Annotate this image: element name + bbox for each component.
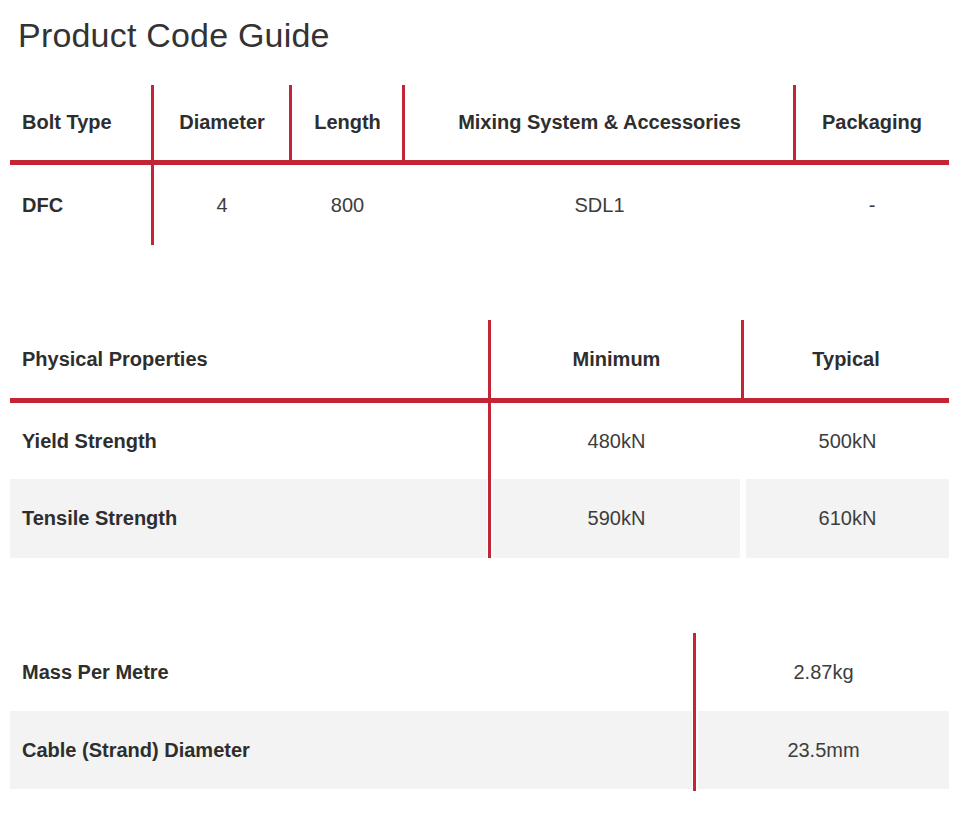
column-header-length: Length [291, 85, 404, 160]
column-header-packaging: Packaging [795, 85, 949, 160]
column-header-typical: Typical [743, 320, 949, 398]
cell-diameter: 4 [153, 165, 291, 245]
column-divider [741, 320, 744, 398]
cell-typical: 610kN [746, 479, 949, 558]
page-title: Product Code Guide [18, 16, 330, 55]
physical-properties-header: Physical Properties Minimum Typical [10, 320, 949, 398]
column-header-mixing-system: Mixing System & Accessories [404, 85, 795, 160]
table-row: Yield Strength 480kN 500kN [10, 403, 949, 479]
cell-property: Cable (Strand) Diameter [10, 711, 692, 789]
cell-property: Yield Strength [10, 403, 487, 479]
column-header-physical-properties: Physical Properties [10, 320, 490, 398]
cell-bolt-type: DFC [10, 165, 153, 245]
table-row: Cable (Strand) Diameter 23.5mm [10, 711, 949, 789]
dimensions-table: Mass Per Metre 2.87kg Cable (Strand) Dia… [10, 633, 949, 789]
cell-length: 800 [291, 165, 404, 245]
cell-value: 23.5mm [698, 711, 949, 789]
column-divider [488, 320, 491, 558]
column-divider [402, 85, 405, 160]
cell-property: Mass Per Metre [10, 633, 692, 711]
table-row: Mass Per Metre 2.87kg [10, 633, 949, 711]
column-divider [693, 633, 696, 791]
column-divider [151, 85, 154, 245]
column-divider [289, 85, 292, 160]
column-header-minimum: Minimum [490, 320, 743, 398]
table-row: Tensile Strength 590kN 610kN [10, 479, 949, 558]
cell-value: 2.87kg [698, 633, 949, 711]
cell-minimum: 590kN [493, 479, 740, 558]
column-divider [793, 85, 796, 160]
column-header-bolt-type: Bolt Type [10, 85, 153, 160]
column-header-diameter: Diameter [153, 85, 291, 160]
cell-typical: 500kN [746, 403, 949, 479]
product-code-table: Bolt Type Diameter Length Mixing System … [10, 85, 949, 245]
cell-mixing-system: SDL1 [404, 165, 795, 245]
cell-packaging: - [795, 165, 949, 245]
cell-property: Tensile Strength [10, 479, 487, 558]
physical-properties-table: Physical Properties Minimum Typical Yiel… [10, 320, 949, 558]
cell-minimum: 480kN [493, 403, 740, 479]
